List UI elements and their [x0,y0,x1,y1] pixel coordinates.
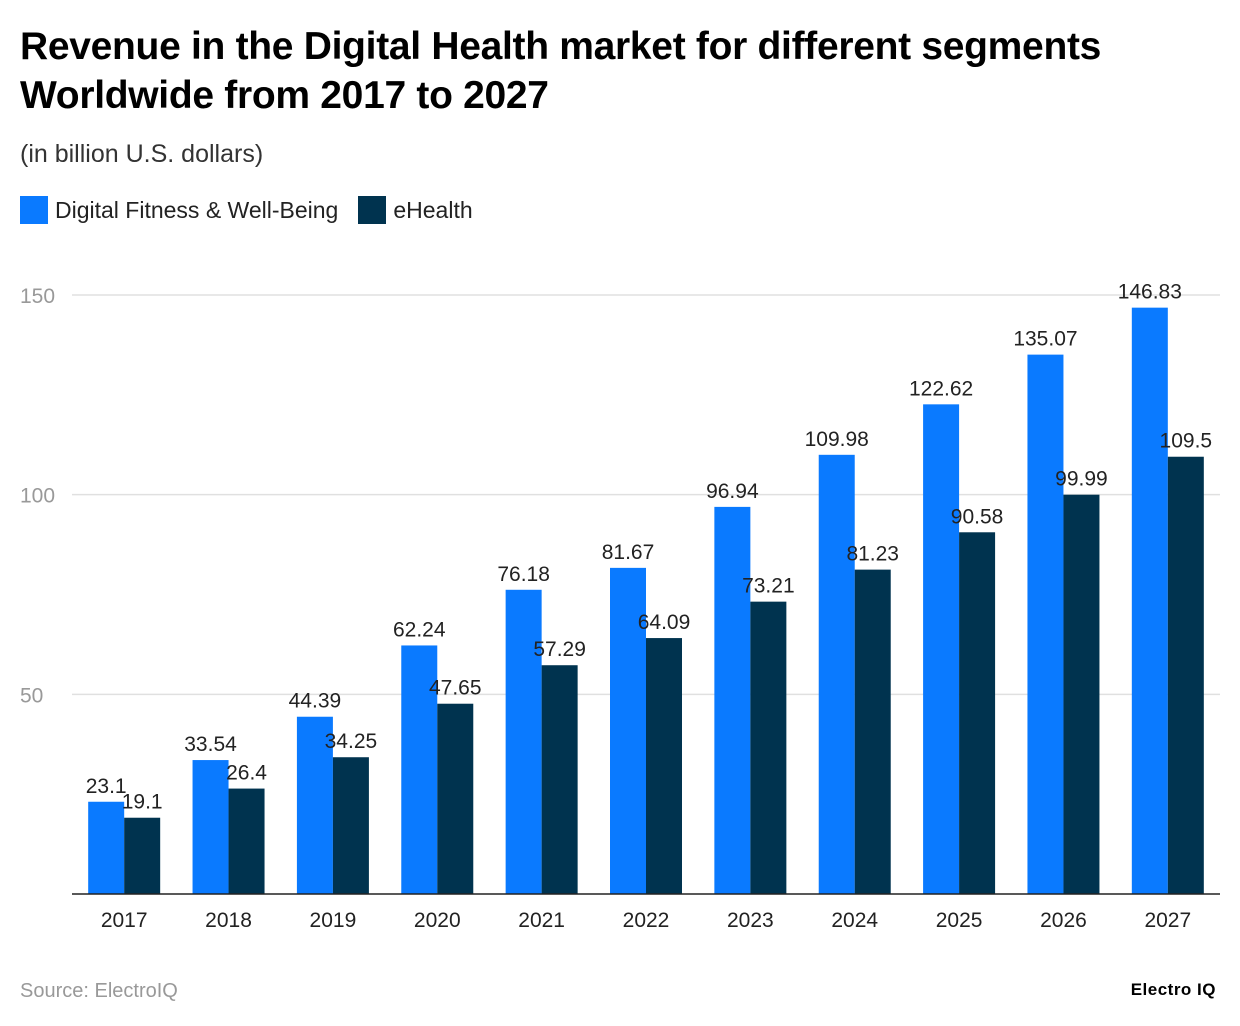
y-tick-label: 100 [20,485,55,508]
data-label: 34.25 [325,730,378,753]
data-label: 146.83 [1118,281,1182,304]
y-tick-label: 50 [20,684,43,707]
bar-digital-fitness [1131,307,1168,894]
y-tick-label: 150 [20,285,55,308]
bar-ehealth [1063,494,1100,894]
x-tick-label: 2018 [205,909,252,932]
data-label: 64.09 [638,611,691,634]
bar-digital-fitness [923,404,960,894]
bar-digital-fitness [296,716,333,894]
bar-ehealth [124,817,161,894]
bar-ehealth [854,569,891,894]
data-label: 81.23 [846,543,899,566]
x-tick-label: 2023 [727,909,774,932]
data-label: 122.62 [909,377,973,400]
data-label: 109.98 [805,428,869,451]
data-label: 135.07 [1013,328,1077,351]
legend-label: Digital Fitness & Well-Being [55,196,339,223]
bar-digital-fitness [505,589,542,894]
bar-ehealth [959,532,996,894]
x-tick-label: 2024 [831,909,878,932]
source-note: Source: ElectroIQ [20,980,178,1002]
bar-digital-fitness [1027,354,1064,894]
x-tick-label: 2022 [623,909,670,932]
data-label: 26.4 [226,762,267,785]
x-tick-label: 2020 [414,909,461,932]
x-tick-label: 2017 [101,909,148,932]
bar-digital-fitness [714,506,751,894]
bar-ehealth [228,788,265,894]
data-label: 109.5 [1160,430,1213,453]
data-label: 57.29 [533,638,586,661]
data-label: 47.65 [429,677,482,700]
legend-swatch [20,196,48,224]
bar-ehealth [541,665,578,894]
bar-digital-fitness [818,454,855,894]
legend-swatch [358,196,387,224]
data-label: 23.1 [86,775,127,798]
bar-ehealth [750,601,787,894]
chart-title: Revenue in the Digital Health market for… [20,25,1102,117]
chart-subtitle: (in billion U.S. dollars) [20,140,264,168]
legend: Digital Fitness & Well-Being eHealth [20,196,493,224]
electroiq-logo: Electro IQ [1130,980,1216,999]
data-label: 33.54 [184,733,237,756]
x-tick-label: 2027 [1144,909,1191,932]
x-tick-label: 2019 [310,909,357,932]
data-label: 44.39 [289,690,342,713]
legend-item-digital-fitness[interactable]: Digital Fitness & Well-Being [20,196,338,224]
legend-item-ehealth[interactable]: eHealth [358,196,473,224]
data-label: 90.58 [951,505,1004,528]
bar-digital-fitness [192,760,229,894]
x-tick-label: 2021 [518,909,565,932]
bar-ehealth [437,703,474,894]
data-label: 73.21 [742,575,795,598]
data-label: 81.67 [602,541,655,564]
x-tick-label: 2025 [936,909,983,932]
bar-ehealth [1167,456,1204,894]
legend-label: eHealth [393,196,473,223]
data-label: 96.94 [706,480,759,503]
bar-ehealth [646,638,682,894]
bar-digital-fitness [401,645,438,894]
bar-ehealth [332,757,369,894]
bar-digital-fitness [88,801,125,894]
data-label: 99.99 [1055,468,1108,491]
bar-digital-fitness [610,567,646,894]
data-label: 62.24 [393,618,446,641]
x-tick-label: 2026 [1040,909,1087,932]
data-label: 76.18 [497,563,550,586]
data-label: 19.1 [122,791,163,814]
